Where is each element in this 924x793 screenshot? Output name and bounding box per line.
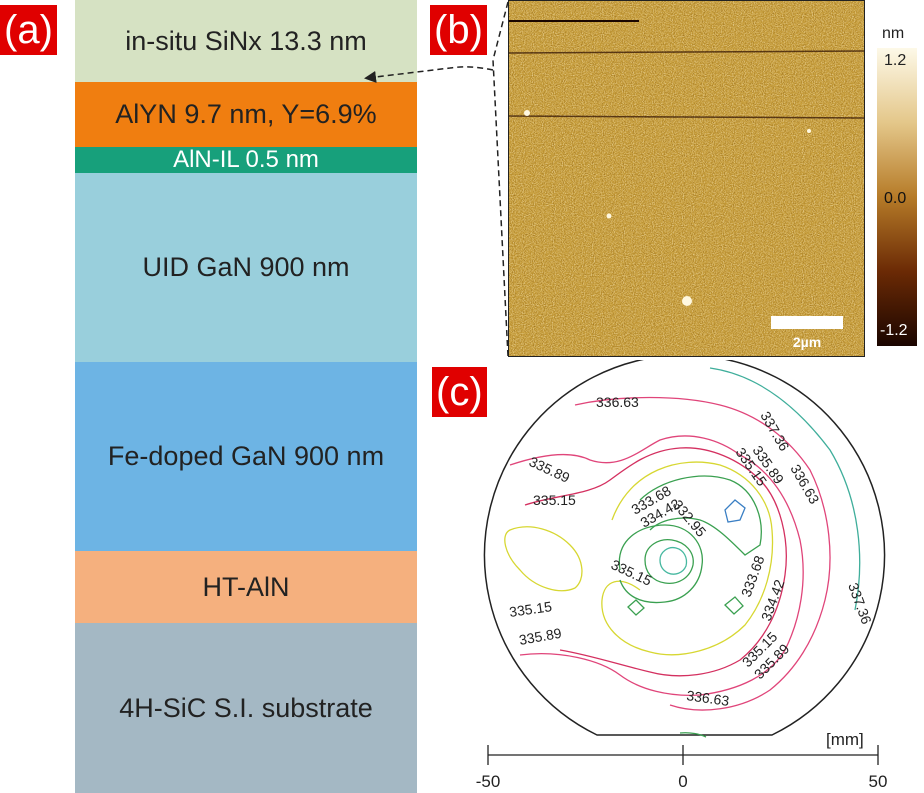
- colorbar-unit: nm: [882, 25, 905, 42]
- contour-label: 337.36: [845, 581, 875, 627]
- panel-label-b: (b): [430, 5, 487, 55]
- scale-bar: [771, 316, 843, 329]
- contour-label: 336.63: [686, 687, 731, 709]
- x-axis: [487, 745, 879, 765]
- scale-bar-label: 2µm: [793, 334, 821, 350]
- layer: AlN-IL 0.5 nm: [75, 146, 417, 173]
- contour-label: 336.63: [787, 462, 822, 507]
- layer: in-situ SiNx 13.3 nm: [75, 0, 417, 82]
- layer: Fe-doped GaN 900 nm: [75, 362, 417, 551]
- colorbar: [877, 48, 917, 346]
- contour-label: 336.63: [596, 394, 639, 410]
- colorbar-mid: 0.0: [884, 190, 907, 207]
- wafer-contour-map: 336.63 337.36 335.89 335.15 335.89 336.6…: [476, 360, 888, 791]
- axis-tick-label: 0: [678, 772, 687, 791]
- contour-label: 335.15: [508, 598, 553, 620]
- colorbar-max: 1.2: [884, 52, 907, 69]
- contour-label: 335.15: [533, 492, 576, 508]
- wafer-outline: [483, 360, 886, 736]
- layer: 4H-SiC S.I. substrate: [75, 623, 417, 793]
- zoom-connector: [364, 1, 509, 357]
- panel-label-a: (a): [0, 5, 57, 55]
- layer: AlYN 9.7 nm, Y=6.9%: [75, 82, 417, 147]
- contour-label: 335.89: [527, 453, 573, 486]
- afm-image: 2µm: [508, 0, 865, 357]
- colorbar-min: -1.2: [880, 322, 908, 339]
- axis-tick-label: 50: [869, 772, 888, 791]
- panel-label-c: (c): [432, 367, 487, 417]
- contour-label: 335.89: [518, 625, 563, 648]
- layer: HT-AlN: [75, 551, 417, 623]
- contour-label: 334.42: [758, 577, 788, 623]
- axis-tick-label: -50: [476, 772, 501, 791]
- axis-unit: [mm]: [826, 730, 864, 749]
- layer: UID GaN 900 nm: [75, 173, 417, 362]
